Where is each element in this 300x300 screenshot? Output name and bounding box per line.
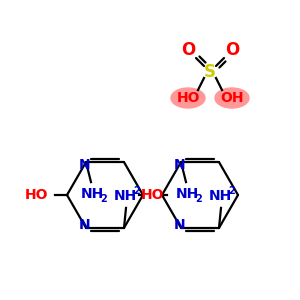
- Text: N: N: [174, 158, 186, 172]
- Text: N: N: [79, 158, 91, 172]
- Text: S: S: [204, 63, 216, 81]
- Ellipse shape: [215, 88, 249, 108]
- Text: NH: NH: [176, 187, 199, 201]
- Text: HO: HO: [25, 188, 49, 202]
- Text: NH: NH: [80, 187, 104, 201]
- Text: HO: HO: [141, 188, 164, 202]
- Text: NH: NH: [113, 189, 136, 203]
- Text: 2: 2: [134, 186, 140, 196]
- Text: NH: NH: [208, 189, 232, 203]
- Text: N: N: [174, 218, 186, 232]
- Text: 2: 2: [229, 186, 236, 196]
- Text: 2: 2: [196, 194, 202, 204]
- Ellipse shape: [171, 88, 205, 108]
- Text: O: O: [181, 41, 195, 59]
- Text: O: O: [225, 41, 239, 59]
- Text: OH: OH: [220, 91, 244, 105]
- Text: 2: 2: [100, 194, 107, 204]
- Text: HO: HO: [176, 91, 200, 105]
- Text: N: N: [79, 218, 91, 232]
